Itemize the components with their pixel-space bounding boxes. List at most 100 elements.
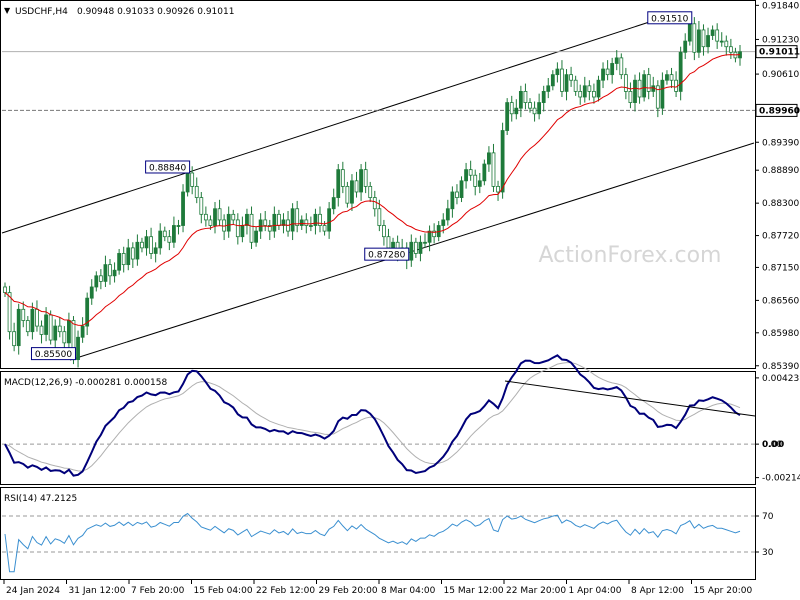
candle-body — [153, 247, 158, 254]
annotation-label: 0.88840 — [149, 163, 186, 173]
candle-body — [582, 85, 587, 98]
candle-body — [277, 213, 281, 226]
candle-body — [541, 91, 546, 103]
candle-body — [149, 236, 153, 254]
candle-body — [25, 320, 30, 333]
candle-body — [555, 68, 560, 76]
candle-body — [340, 169, 345, 187]
rsi-tick-label: 70 — [762, 512, 774, 522]
symbol-label: USDCHF,H4 — [15, 7, 68, 17]
candle-body — [377, 208, 382, 226]
candle-body — [290, 208, 295, 232]
candle-body — [313, 213, 318, 226]
candle-body — [445, 208, 450, 221]
candle-body — [57, 325, 62, 333]
candle-body — [16, 308, 21, 347]
price-tick-label: 0.88300 — [762, 199, 799, 209]
candle-body — [30, 308, 35, 333]
candle-body — [62, 331, 67, 344]
candle-body — [12, 331, 17, 347]
candle-body — [418, 241, 423, 254]
candle-body — [473, 174, 478, 187]
annotation-box — [145, 160, 191, 174]
candle-body — [135, 241, 140, 260]
rsi-layer — [2, 512, 755, 573]
candle-body — [108, 264, 112, 277]
candle-body — [706, 35, 710, 48]
candle-body — [363, 169, 368, 187]
price-tick-label: 0.89390 — [762, 138, 799, 148]
price-tick-label: 0.87720 — [762, 232, 799, 242]
candle-body — [596, 79, 601, 98]
candle-body — [532, 107, 537, 115]
time-tick-label: 7 Feb 20:00 — [131, 586, 185, 596]
candle-body — [267, 225, 272, 232]
candle-body — [372, 197, 377, 210]
candle-body — [240, 225, 245, 238]
annotation-box — [647, 11, 693, 25]
candle-body — [235, 219, 240, 238]
candle-body — [413, 241, 418, 254]
candle-body — [528, 102, 532, 109]
candle-body — [258, 219, 263, 232]
candle-body — [144, 236, 149, 249]
candle-body — [665, 74, 669, 81]
candle-body — [728, 46, 733, 53]
candle-body — [331, 197, 336, 210]
price-tick-label: 0.90610 — [762, 70, 799, 80]
candle-body — [509, 102, 514, 115]
candle-body — [432, 230, 437, 238]
candle-body — [605, 68, 610, 76]
candle-body — [272, 213, 277, 232]
candle-body — [633, 79, 637, 103]
macd-tick-label: 0.00 — [762, 440, 782, 450]
time-tick-label: 15 Feb 04:00 — [194, 586, 253, 596]
candle-body — [614, 57, 619, 64]
candle-body — [537, 102, 542, 115]
moving-average-line — [4, 54, 741, 326]
candle-body — [564, 74, 569, 92]
candle-body — [487, 152, 491, 165]
time-tick-label: 8 Mar 04:00 — [381, 586, 436, 596]
time-tick-label: 29 Feb 20:00 — [319, 586, 378, 596]
candle-body — [203, 213, 208, 221]
candle-body — [336, 169, 341, 198]
candle-body — [628, 91, 633, 103]
candle-body — [67, 320, 71, 344]
candle-body — [158, 230, 163, 249]
candle-body — [546, 85, 551, 92]
candle-body — [441, 219, 446, 226]
time-tick-label: 22 Mar 20:00 — [506, 586, 566, 596]
watermark: ActionForex.com — [539, 243, 722, 268]
candle-body — [121, 253, 126, 266]
rsi-line — [4, 512, 741, 573]
candle-body — [44, 314, 48, 335]
candle-body — [468, 169, 473, 176]
level-line-label-box — [755, 103, 798, 117]
current-price-label: 0.91011 — [759, 48, 800, 58]
candle-body — [350, 180, 354, 204]
candle-body — [7, 292, 12, 333]
candle-body — [459, 180, 464, 198]
price-tick-label: 0.86560 — [762, 296, 799, 306]
candle-body — [130, 247, 135, 260]
dropdown-arrow-icon[interactable]: ▼ — [4, 6, 11, 15]
time-tick-label: 1 Apr 04:00 — [569, 586, 622, 596]
macd-layer — [2, 354, 756, 477]
candle-body — [359, 169, 363, 193]
candle-body — [21, 308, 26, 321]
axis-layer: 0.91840 0.91230 0.90610 0.89960 0.89390 0.888… — [3, 1, 800, 596]
candle-body — [85, 297, 90, 327]
candle-body — [304, 219, 309, 226]
macd-trendline — [504, 380, 756, 417]
candle-body — [386, 236, 391, 249]
candle-body — [226, 213, 231, 232]
candle-body — [550, 74, 555, 87]
time-tick-label: 31 Jan 12:00 — [69, 586, 126, 596]
price-tick-label: 0.85390 — [762, 362, 799, 372]
candle-body — [715, 29, 720, 42]
candle-body — [140, 241, 144, 249]
candle-body — [167, 236, 172, 243]
price-annotation: 0.88840 — [145, 160, 191, 174]
candle-body — [89, 286, 94, 299]
